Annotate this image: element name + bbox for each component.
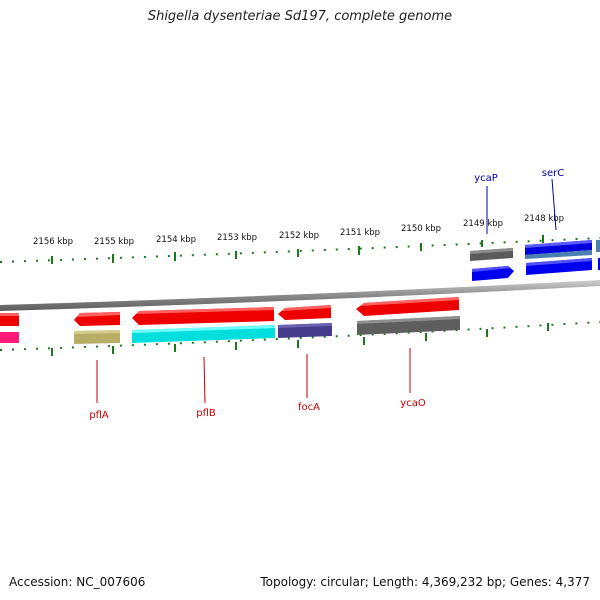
label-leaders bbox=[96, 178, 557, 404]
accession-text: Accession: NC_007606 bbox=[9, 575, 146, 589]
gene-serC[interactable] bbox=[525, 240, 600, 275]
gene-label-serC: serC bbox=[542, 168, 564, 179]
scale-label: 2151 kbp bbox=[340, 228, 380, 238]
scale-label: 2149 kbp bbox=[463, 219, 503, 229]
gene-label-ycaO: ycaO bbox=[400, 398, 426, 409]
genome-backbone bbox=[0, 280, 600, 311]
forward-features bbox=[470, 240, 600, 281]
gene-label-pflA: pflA bbox=[89, 410, 109, 421]
gene-ycaP[interactable] bbox=[470, 248, 514, 281]
scale-label: 2156 kbp bbox=[33, 237, 73, 247]
gene-pflA[interactable] bbox=[74, 312, 120, 344]
scale-labels: 2156 kbp 2155 kbp 2154 kbp 2153 kbp 2152… bbox=[33, 214, 564, 247]
upper-tick-row bbox=[0, 237, 600, 263]
gene-focA[interactable] bbox=[278, 305, 332, 338]
upper-major-ticks bbox=[51, 235, 544, 264]
scale-label: 2152 kbp bbox=[279, 231, 319, 241]
map-title: Shigella dysenteriae Sd197, complete gen… bbox=[147, 9, 453, 24]
lower-major-ticks bbox=[51, 323, 549, 356]
gene-pflB[interactable] bbox=[132, 307, 275, 343]
gene-label-focA: focA bbox=[298, 402, 320, 413]
gene-left-partial[interactable] bbox=[0, 313, 19, 343]
scale-label: 2153 kbp bbox=[217, 233, 257, 243]
scale-label: 2150 kbp bbox=[401, 224, 441, 234]
reverse-features bbox=[0, 297, 460, 344]
lower-tick-row bbox=[0, 321, 600, 351]
gene-labels: pflA pflB focA ycaO ycaP serC bbox=[89, 168, 564, 421]
scale-label: 2155 kbp bbox=[94, 237, 134, 247]
gene-ycaO[interactable] bbox=[356, 297, 460, 335]
scale-label: 2148 kbp bbox=[524, 214, 564, 224]
genome-stats-text: Topology: circular; Length: 4,369,232 bp… bbox=[260, 575, 590, 589]
scale-label: 2154 kbp bbox=[156, 235, 196, 245]
gene-label-ycaP: ycaP bbox=[474, 173, 498, 184]
gene-label-pflB: pflB bbox=[196, 408, 216, 419]
